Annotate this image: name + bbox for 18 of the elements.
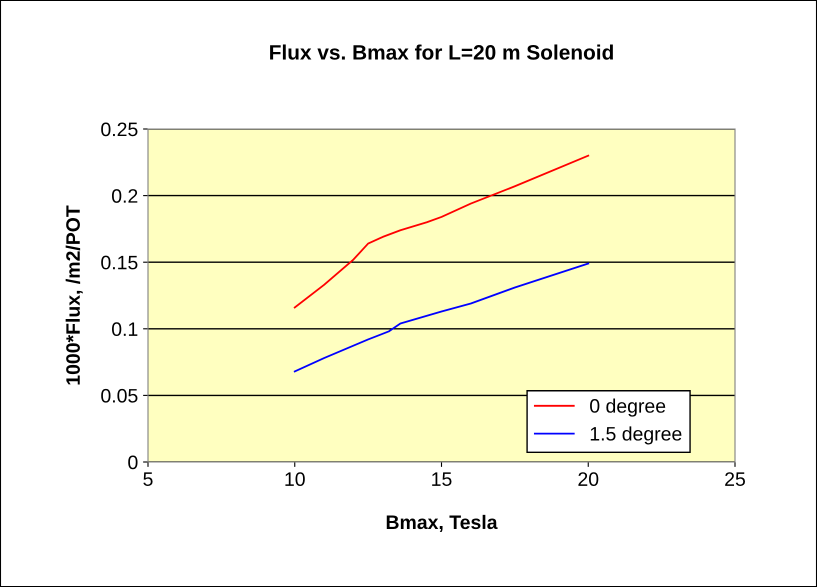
- legend-label: 1.5 degree: [590, 426, 682, 444]
- y-tick-label: 0.25: [101, 122, 138, 136]
- y-tick-label: 0.05: [101, 388, 138, 403]
- legend-label: 0 degree: [590, 398, 666, 417]
- y-tick-label: 0: [128, 455, 138, 470]
- y-axis-title: 1000*Flux, /m2/POT: [66, 205, 83, 385]
- x-tick-label: 5: [143, 472, 153, 486]
- x-tick-label: 10: [285, 472, 305, 486]
- line-series: [294, 262, 590, 372]
- x-tick-label: 15: [432, 472, 452, 486]
- y-tick-label: 0.15: [101, 256, 138, 270]
- x-tick-label: 25: [725, 472, 745, 486]
- y-tick-label: 0.2: [112, 189, 138, 203]
- chart-title: Flux vs. Bmax for L=20 m Solenoid: [270, 44, 613, 60]
- line-series: [294, 154, 590, 308]
- x-axis-title: Bmax, Tesla: [386, 514, 498, 532]
- y-tick-label: 0.1: [112, 322, 138, 336]
- x-tick-label: 20: [578, 472, 598, 486]
